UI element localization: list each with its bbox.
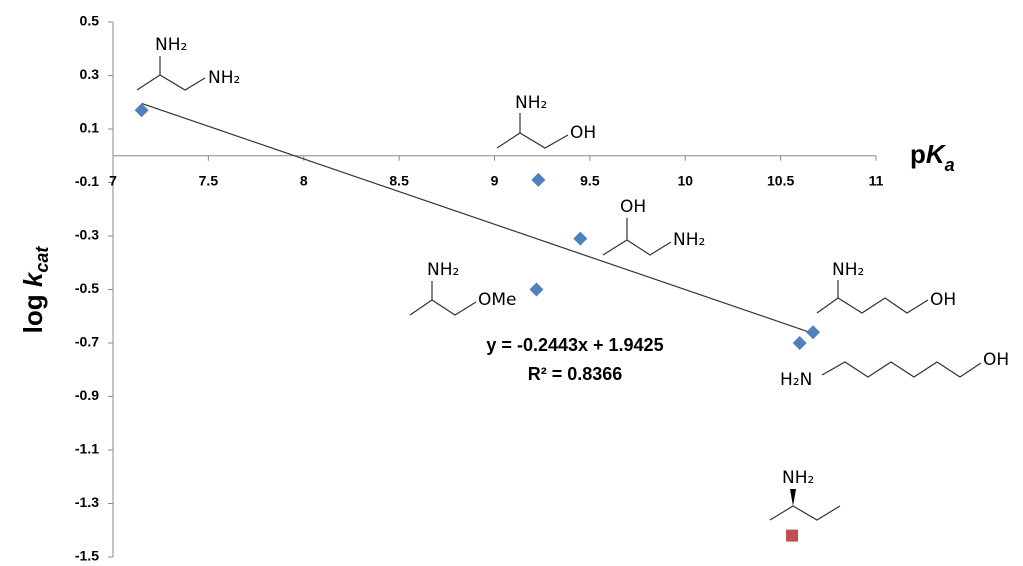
bond xyxy=(816,297,929,314)
data-point xyxy=(792,336,807,350)
x-tick-label: 8 xyxy=(300,172,308,188)
structure: NH₂ xyxy=(769,468,841,521)
bond xyxy=(602,239,672,256)
bond xyxy=(409,299,477,316)
y-tick-label: 0.3 xyxy=(80,66,100,82)
bond xyxy=(136,74,206,91)
y-tick-label: -1.1 xyxy=(75,441,99,457)
y-tick-label: 0.5 xyxy=(80,13,100,29)
x-tick-label: 9 xyxy=(491,172,499,188)
trend-equation: y = -0.2443x + 1.9425 xyxy=(486,335,663,355)
x-tick-label: 10 xyxy=(677,172,693,188)
x-tick-label: 7.5 xyxy=(199,172,219,188)
y-tick-label: 0.1 xyxy=(80,120,100,136)
structure: H₂N OH xyxy=(780,350,1009,390)
structure: NH₂ NH₂ xyxy=(136,35,240,91)
x-tick-label: 9.5 xyxy=(580,172,600,188)
atom-label: NH₂ xyxy=(832,260,864,280)
data-point xyxy=(806,325,821,340)
bond xyxy=(769,505,841,521)
atom-label: NH₂ xyxy=(208,68,240,88)
x-tick-label: 7 xyxy=(109,172,117,188)
bond xyxy=(821,361,982,378)
atom-label: NH₂ xyxy=(515,93,547,113)
atom-label: NH₂ xyxy=(673,230,705,250)
atom-label: OH xyxy=(570,123,596,143)
atom-label: H₂N xyxy=(780,370,812,390)
y-tick-label: -0.7 xyxy=(75,334,99,350)
atom-label: OH xyxy=(930,290,956,310)
atom-label: OMe xyxy=(478,290,517,310)
x-axis-label: pKa xyxy=(910,139,955,175)
data-point xyxy=(134,103,149,118)
y-tick-label: -1.5 xyxy=(75,548,99,564)
atom-label: OH xyxy=(983,350,1009,370)
atom-label: NH₂ xyxy=(427,260,459,280)
atom-label: NH₂ xyxy=(782,468,814,488)
data-point xyxy=(786,529,799,542)
structure: NH₂ OMe xyxy=(409,260,517,316)
y-tick-label: -1.3 xyxy=(75,494,99,510)
structure: NH₂ OH xyxy=(816,260,956,314)
bond xyxy=(496,132,569,149)
data-point xyxy=(531,172,546,187)
y-axis-label: log kcat xyxy=(18,246,52,334)
y-tick-label: -0.1 xyxy=(75,173,99,189)
x-tick-label: 8.5 xyxy=(389,172,409,188)
atom-label: OH xyxy=(620,197,646,217)
data-point xyxy=(573,231,588,246)
data-point xyxy=(529,282,544,297)
x-tick-label: 10.5 xyxy=(767,172,794,188)
trendline xyxy=(141,102,814,334)
atom-label: NH₂ xyxy=(155,35,187,55)
structure: NH₂ OH xyxy=(496,93,596,149)
y-tick-label: -0.3 xyxy=(75,227,99,243)
y-tick-label: -0.9 xyxy=(75,387,99,403)
structure: OH NH₂ xyxy=(602,197,705,256)
y-tick-label: -0.5 xyxy=(75,280,99,296)
trend-r2: R² = 0.8366 xyxy=(528,364,623,384)
wedge-bond xyxy=(790,489,796,506)
x-tick-label: 11 xyxy=(869,172,884,188)
